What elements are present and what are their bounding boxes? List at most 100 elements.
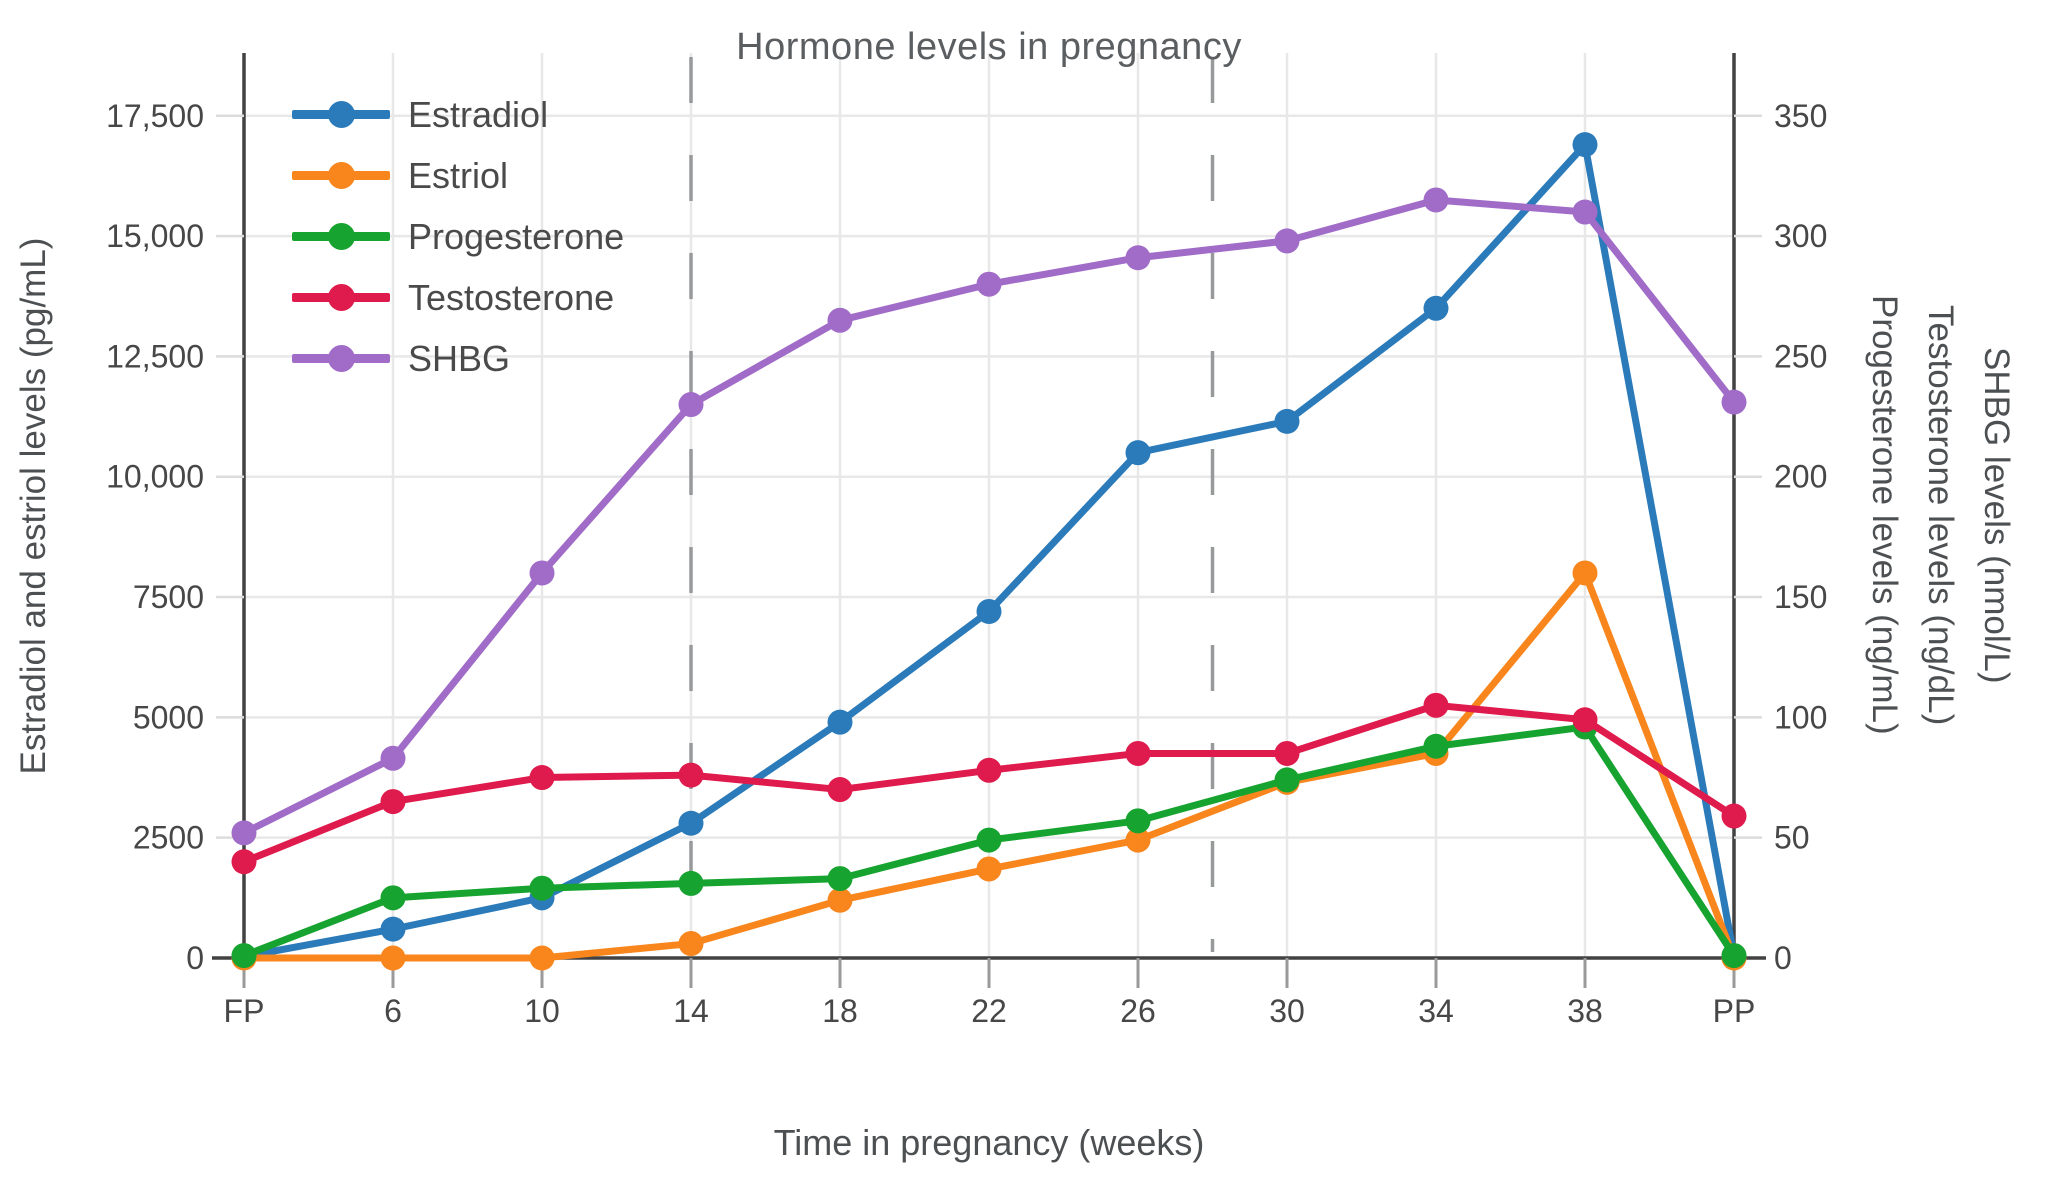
data-point xyxy=(976,757,1002,783)
data-point xyxy=(529,560,555,586)
progesterone-line-icon xyxy=(292,223,390,250)
legend-label: Progesterone xyxy=(408,215,625,257)
y-right-title-progesterone: Progesterone levels (ng/mL) xyxy=(1865,295,1904,735)
data-point xyxy=(976,827,1002,853)
y-right-title-testosterone: Testosterone levels (ng/dL) xyxy=(1921,304,1960,726)
data-point xyxy=(1572,707,1598,733)
data-point xyxy=(976,856,1002,882)
legend-label: SHBG xyxy=(408,337,511,379)
data-point xyxy=(529,945,555,971)
y-right-tick-label: 250 xyxy=(1774,338,1827,374)
data-point xyxy=(1125,245,1151,271)
y-right-title-shbg: SHBG levels (nmol/L) xyxy=(1977,346,2016,684)
y-right-tick-label: 300 xyxy=(1774,218,1827,254)
data-point xyxy=(380,745,406,771)
x-tick-label: 22 xyxy=(971,993,1007,1029)
y-right-tick-label: 50 xyxy=(1774,820,1810,856)
y-left-tick-label: 0 xyxy=(186,940,204,976)
x-tick-label: 6 xyxy=(384,993,402,1029)
series-testosterone xyxy=(231,692,1747,875)
data-point xyxy=(678,870,704,896)
data-point xyxy=(380,945,406,971)
data-point xyxy=(1572,132,1598,158)
y-left-axis-title: Estradiol and estriol levels (pg/mL) xyxy=(14,237,53,775)
x-tick-label: 38 xyxy=(1567,993,1603,1029)
y-left-tick-label: 10,000 xyxy=(106,459,204,495)
y-left-tick-label: 12,500 xyxy=(106,338,204,374)
data-point xyxy=(1125,827,1151,853)
data-point xyxy=(231,849,257,875)
data-point xyxy=(231,820,257,846)
data-point xyxy=(678,762,704,788)
estradiol-line-icon xyxy=(292,101,390,128)
y-right-tick-label: 200 xyxy=(1774,459,1827,495)
series-shbg xyxy=(231,187,1747,846)
data-point xyxy=(1274,740,1300,766)
legend-item-estradiol[interactable]: Estradiol xyxy=(292,84,624,145)
x-tick-label: FP xyxy=(224,993,265,1029)
legend-label: Testosterone xyxy=(408,276,615,318)
legend-item-testosterone[interactable]: Testosterone xyxy=(292,267,624,328)
data-point xyxy=(1423,733,1449,759)
data-point xyxy=(678,392,704,418)
data-point xyxy=(1125,740,1151,766)
y-right-tick-label: 350 xyxy=(1774,98,1827,134)
data-point xyxy=(1274,228,1300,254)
x-tick-label: 26 xyxy=(1120,993,1156,1029)
data-point xyxy=(380,789,406,815)
estriol-line-icon xyxy=(292,162,390,189)
testosterone-line-icon xyxy=(292,284,390,311)
data-point xyxy=(1572,199,1598,225)
y-left-tick-label: 7500 xyxy=(133,579,204,615)
data-series xyxy=(231,132,1747,971)
data-point xyxy=(1721,803,1747,829)
shbg-line-icon xyxy=(292,345,390,372)
data-point xyxy=(231,943,257,969)
data-point xyxy=(678,931,704,957)
data-point xyxy=(1423,187,1449,213)
x-axis-title: Time in pregnancy (weeks) xyxy=(773,1122,1205,1163)
y-right-tick-label: 0 xyxy=(1774,940,1792,976)
x-tick-label: 14 xyxy=(673,993,709,1029)
y-left-tick-label: 5000 xyxy=(133,699,204,735)
data-point xyxy=(380,916,406,942)
data-point xyxy=(1274,767,1300,793)
data-point xyxy=(529,765,555,791)
data-point xyxy=(1721,943,1747,969)
legend-item-shbg[interactable]: SHBG xyxy=(292,328,624,389)
x-tick-label: PP xyxy=(1713,993,1756,1029)
data-point xyxy=(827,709,853,735)
data-point xyxy=(1125,808,1151,834)
x-tick-label: 10 xyxy=(524,993,560,1029)
data-point xyxy=(380,885,406,911)
data-point xyxy=(976,271,1002,297)
data-point xyxy=(976,598,1002,624)
y-left-tick-label: 15,000 xyxy=(106,218,204,254)
data-point xyxy=(827,866,853,892)
legend-label: Estriol xyxy=(408,154,509,196)
tick-labels: 0 2500 5000 7500 10,000 12,500 15,000 17,500 0 50… xyxy=(106,98,1827,1029)
x-tick-label: 30 xyxy=(1269,993,1305,1029)
y-left-tick-label: 2500 xyxy=(133,820,204,856)
chart-title: Hormone levels in pregnancy xyxy=(736,26,1242,68)
data-point xyxy=(1423,692,1449,718)
data-point xyxy=(1423,295,1449,321)
x-tick-label: 34 xyxy=(1418,993,1454,1029)
data-point xyxy=(1721,389,1747,415)
data-point xyxy=(1274,408,1300,434)
data-point xyxy=(678,810,704,836)
data-point xyxy=(827,887,853,913)
data-point xyxy=(827,307,853,333)
y-right-tick-label: 150 xyxy=(1774,579,1827,615)
y-left-tick-label: 17,500 xyxy=(106,98,204,134)
legend-item-estriol[interactable]: Estriol xyxy=(292,145,624,206)
y-right-tick-label: 100 xyxy=(1774,699,1827,735)
gridlines xyxy=(244,53,1734,958)
data-point xyxy=(1125,440,1151,466)
data-point xyxy=(1572,560,1598,586)
legend-item-progesterone[interactable]: Progesterone xyxy=(292,206,624,267)
legend: Estradiol Estriol Progesterone Testoster… xyxy=(292,84,624,389)
x-tick-label: 18 xyxy=(822,993,858,1029)
data-point xyxy=(529,875,555,901)
